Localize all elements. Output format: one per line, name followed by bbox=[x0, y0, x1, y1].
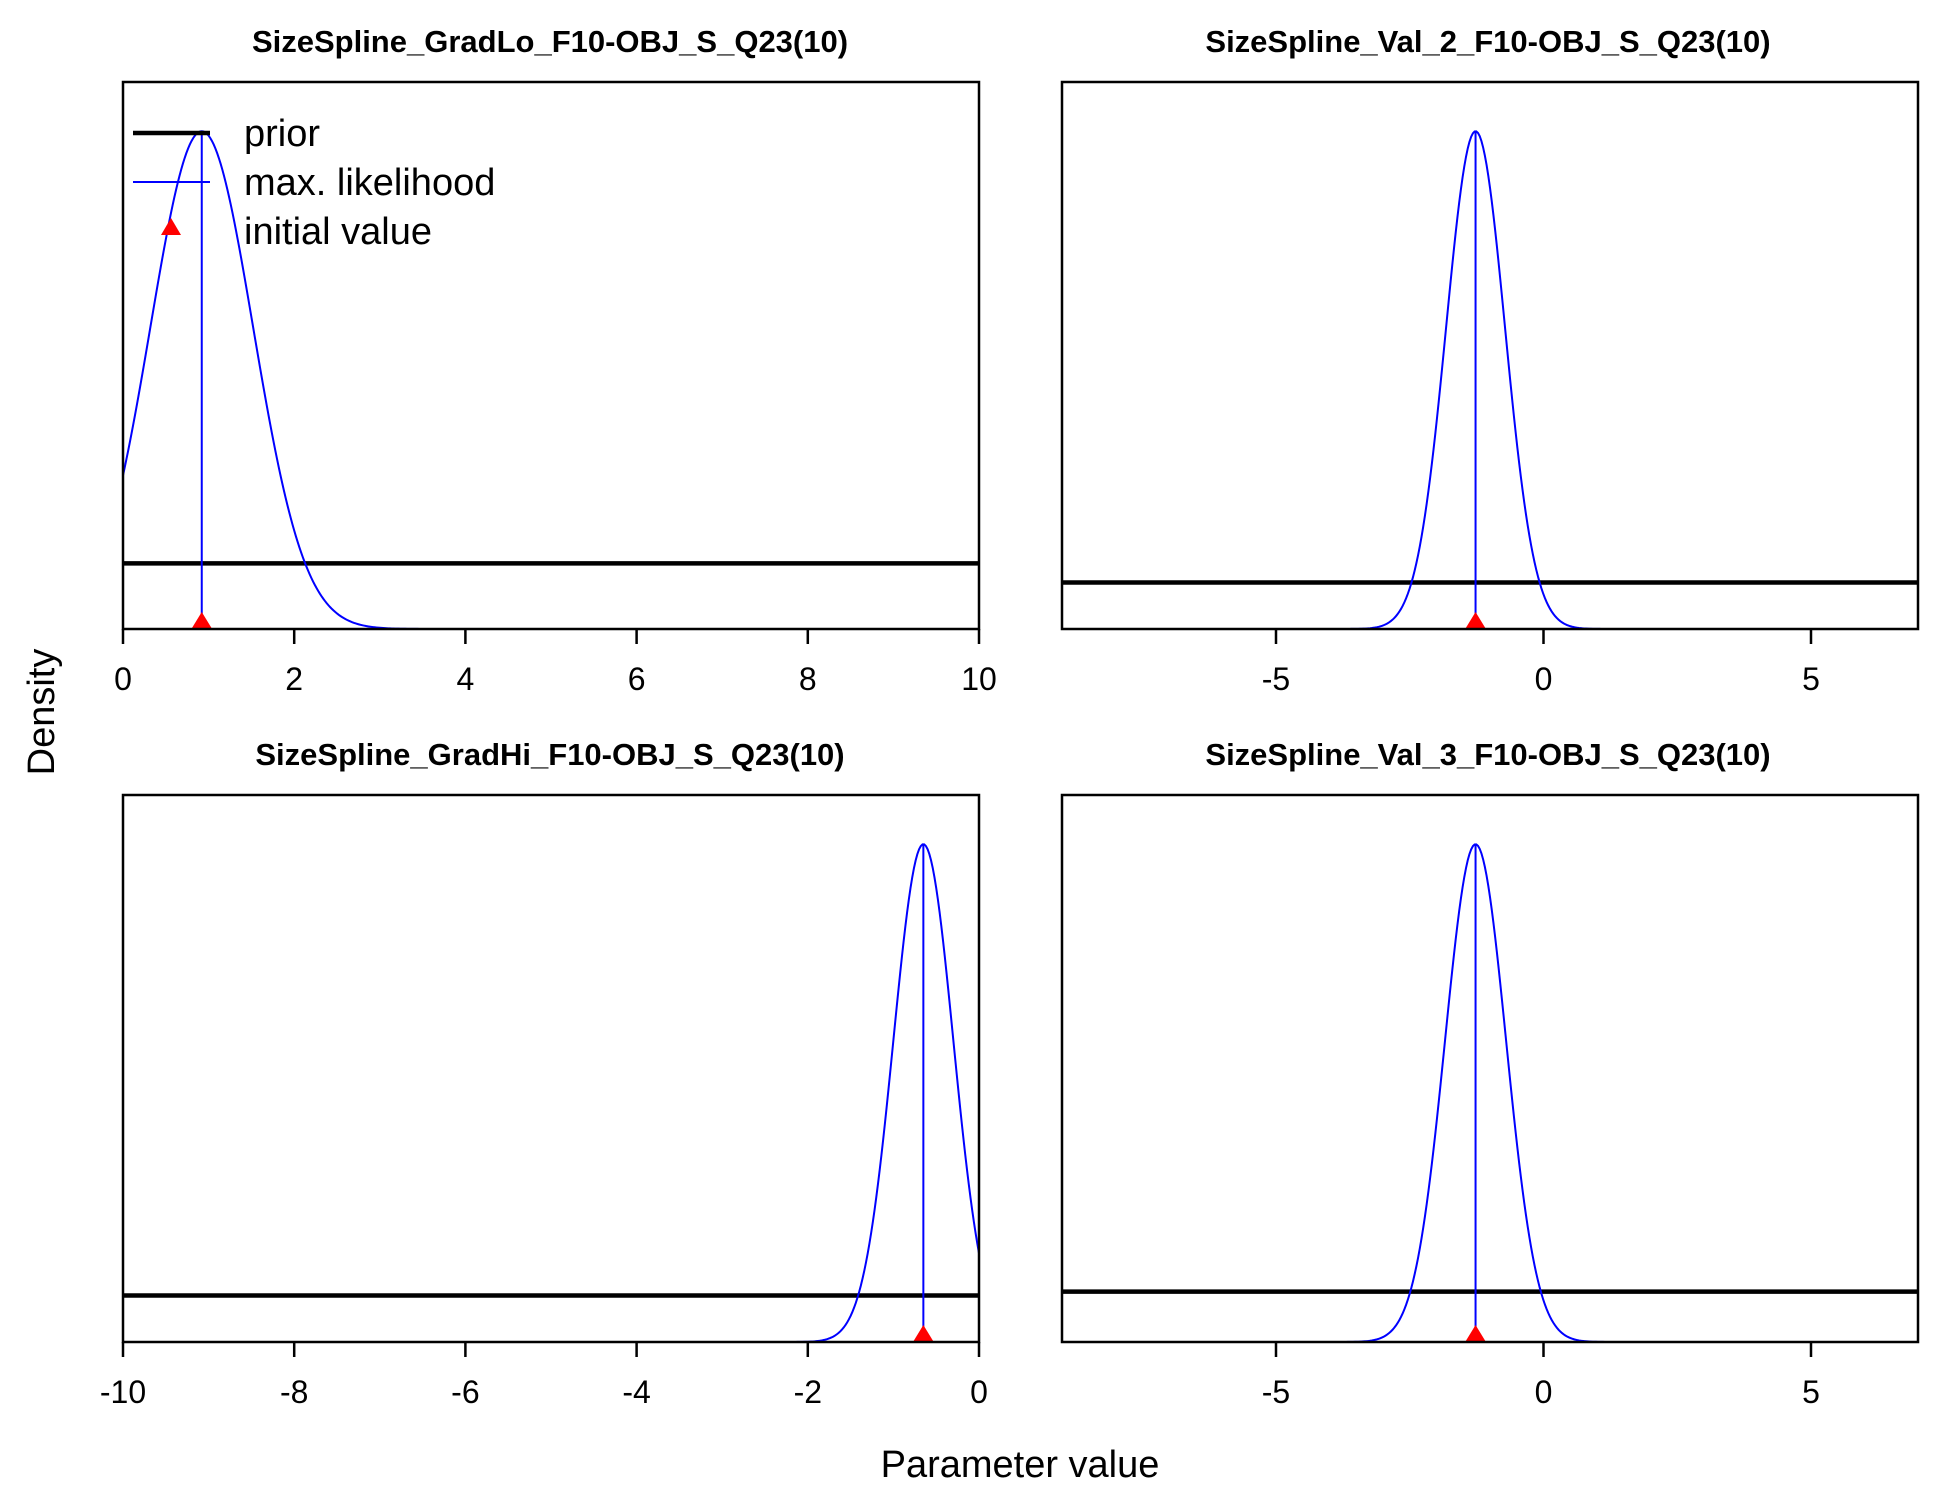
initial-value-marker bbox=[190, 612, 213, 630]
legend-prior-label: prior bbox=[244, 113, 320, 155]
plot-area bbox=[1062, 843, 1918, 1342]
plot-area bbox=[123, 130, 979, 629]
x-tick-label: -2 bbox=[794, 1374, 822, 1410]
x-tick-label: 0 bbox=[114, 661, 132, 697]
x-tick-label: -8 bbox=[280, 1374, 308, 1410]
x-axis-label: Parameter value bbox=[881, 1444, 1160, 1486]
x-tick-label: 10 bbox=[961, 661, 997, 697]
legend: prior max. likelihood initial value bbox=[133, 113, 495, 253]
legend-likelihood-label: max. likelihood bbox=[244, 162, 495, 204]
x-tick-label: -4 bbox=[622, 1374, 650, 1410]
plot-area bbox=[123, 843, 979, 1342]
likelihood-curve bbox=[1062, 130, 1918, 629]
x-tick-label: 5 bbox=[1802, 661, 1820, 697]
plot-frame bbox=[1060, 80, 1920, 631]
panel-title: SizeSpline_Val_3_F10-OBJ_S_Q23(10) bbox=[1205, 737, 1770, 772]
y-axis-label: Density bbox=[21, 649, 63, 776]
x-tick-label: 6 bbox=[628, 661, 646, 697]
x-tick-label: 2 bbox=[285, 661, 303, 697]
x-tick-label: -5 bbox=[1262, 1374, 1290, 1410]
plot-frame bbox=[121, 80, 981, 631]
likelihood-curve bbox=[123, 130, 979, 629]
panel-gradlo: SizeSpline_GradLo_F10-OBJ_S_Q23(10) 0 2 4 6… bbox=[114, 24, 997, 697]
plot-frame bbox=[121, 793, 981, 1344]
plot-frame bbox=[1060, 793, 1920, 1344]
legend-initial-label: initial value bbox=[244, 211, 432, 253]
panel-val2: SizeSpline_Val_2_F10-OBJ_S_Q23(10) -5 0 5 bbox=[1060, 24, 1920, 697]
panel-title: SizeSpline_GradLo_F10-OBJ_S_Q23(10) bbox=[252, 24, 848, 59]
x-tick-label: 0 bbox=[970, 1374, 988, 1410]
legend-initial-swatch bbox=[161, 218, 181, 235]
likelihood-curve bbox=[123, 843, 979, 1342]
likelihood-curve bbox=[1062, 843, 1918, 1342]
x-axis: -10 -8 -6 -4 -2 0 bbox=[100, 1342, 988, 1410]
x-tick-label: -10 bbox=[100, 1374, 146, 1410]
x-tick-label: 4 bbox=[457, 661, 475, 697]
x-axis: 0 2 4 6 8 10 bbox=[114, 629, 997, 697]
panel-val3: SizeSpline_Val_3_F10-OBJ_S_Q23(10) -5 0 5 bbox=[1060, 737, 1920, 1410]
x-tick-label: -5 bbox=[1262, 661, 1290, 697]
panel-gradhi: SizeSpline_GradHi_F10-OBJ_S_Q23(10) -10-… bbox=[100, 737, 988, 1410]
x-tick-label: 0 bbox=[1535, 661, 1553, 697]
x-tick-label: 0 bbox=[1535, 1374, 1553, 1410]
panel-title: SizeSpline_Val_2_F10-OBJ_S_Q23(10) bbox=[1205, 24, 1770, 59]
initial-value-marker bbox=[912, 1325, 935, 1343]
initial-value-marker bbox=[1464, 1325, 1487, 1343]
panel-title: SizeSpline_GradHi_F10-OBJ_S_Q23(10) bbox=[255, 737, 844, 772]
x-tick-label: 8 bbox=[799, 661, 817, 697]
x-axis: -5 0 5 bbox=[1262, 1342, 1820, 1410]
x-tick-label: 5 bbox=[1802, 1374, 1820, 1410]
initial-value-marker bbox=[1464, 612, 1487, 630]
x-tick-label: -6 bbox=[451, 1374, 479, 1410]
plot-area bbox=[1062, 130, 1918, 629]
x-axis: -5 0 5 bbox=[1262, 629, 1820, 697]
